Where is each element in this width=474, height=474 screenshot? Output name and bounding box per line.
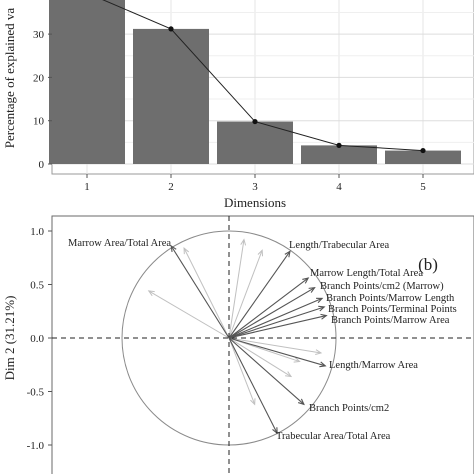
x-tick-label: 3: [252, 181, 258, 193]
y-tick-label: 0.5: [30, 280, 44, 292]
x-tick-label: 2: [168, 181, 174, 193]
panel-label: (b): [418, 255, 438, 274]
y-tick-label: 20: [33, 72, 45, 84]
scree-plot-bars: [49, 0, 461, 165]
supplementary-vector-head: [293, 357, 301, 363]
scree-plot-panel: 0 10 20 30 1 2 3 4 5 Dimensions Percentage of e…: [2, 0, 474, 210]
supplementary-vector: [228, 239, 245, 339]
trend-point: [420, 147, 426, 154]
variable-label: Branch Points/cm2: [309, 403, 389, 414]
variable-vector: [228, 287, 315, 339]
y-tick-label: -0.5: [27, 387, 45, 399]
bar: [133, 28, 209, 165]
supplementary-vector: [228, 337, 292, 377]
y-tick-label: 0.0: [30, 333, 44, 345]
supplementary-vector: [228, 337, 256, 405]
bar: [385, 150, 461, 164]
variable-label: Branch Points/Marrow Area: [331, 315, 450, 326]
variable-label: Length/Marrow Area: [329, 360, 418, 371]
supplementary-vector-head: [147, 290, 155, 297]
variable-vector-head: [308, 287, 316, 293]
supplementary-vector: [183, 247, 230, 339]
variable-vector: [228, 251, 291, 339]
supplementary-vector: [148, 290, 230, 339]
bar: [301, 145, 377, 164]
variable-label: Trabecular Area/Total Area: [276, 431, 391, 442]
variable-label: Branch Points/cm2 (Marrow): [320, 281, 444, 292]
variable-vector-head: [319, 361, 327, 368]
variable-vector-head: [272, 427, 278, 435]
variable-vector-head: [320, 313, 328, 320]
supplementary-vector-head: [285, 371, 293, 378]
supplementary-vector-head: [250, 398, 256, 406]
scree-plot-x-ticks: 1 2 3 4 5: [84, 174, 426, 193]
pca-circle-panel: Marrow Area/Total Area Length/Trabecular …: [2, 215, 474, 474]
x-tick-label: 5: [420, 181, 426, 193]
supplementary-vector: [228, 337, 322, 354]
variable-vector: [170, 245, 230, 339]
variable-label: Marrow Area/Total Area: [68, 238, 171, 249]
variable-vector-head: [298, 398, 305, 406]
supplementary-vector-head: [183, 247, 190, 255]
supplementary-vector-head: [315, 349, 323, 355]
supplementary-vector: [228, 250, 263, 339]
scree-plot-y-label: Percentage of explained va: [2, 8, 17, 149]
variable-vector: [228, 337, 305, 405]
y-tick-label: 10: [33, 116, 45, 128]
y-tick-label: 30: [33, 29, 45, 41]
x-tick-label: 4: [336, 181, 342, 193]
pca-circle-frame: [51, 215, 474, 474]
y-tick-label: 1.0: [30, 226, 44, 238]
variable-vector: [228, 297, 323, 339]
variable-vector-head: [316, 297, 324, 304]
trend-point: [252, 118, 258, 125]
variable-vector: [228, 277, 309, 339]
variable-vector-head: [318, 305, 326, 312]
variable-label: Branch Points/Terminal Points: [328, 304, 457, 315]
variable-label: Length/Trabecular Area: [289, 240, 390, 251]
variable-vector: [228, 337, 278, 434]
supplementary-vectors: [147, 238, 323, 406]
variable-vector-head: [170, 244, 177, 252]
pca-circle-y-ticks: 1.0 0.5 0.0 -0.5 -1.0: [27, 226, 52, 452]
pca-circle-y-label: Dim 2 (31.21%): [2, 296, 17, 381]
supplementary-vector-head: [257, 249, 264, 257]
bar: [217, 121, 293, 164]
supplementary-vector-head: [240, 238, 247, 246]
trend-point: [168, 26, 174, 32]
variable-vector-head: [284, 250, 291, 258]
variable-vector-head: [302, 277, 310, 284]
trend-point: [336, 142, 342, 148]
bar: [49, 0, 125, 165]
y-tick-label: 0: [39, 159, 45, 171]
scree-plot-x-label: Dimensions: [224, 195, 286, 210]
variable-labels: Marrow Area/Total Area Length/Trabecular …: [68, 238, 457, 442]
variable-vectors: [170, 244, 328, 435]
scree-plot-line: [102, 0, 426, 154]
variable-vector: [228, 306, 325, 339]
variable-vector: [228, 314, 327, 339]
variable-vector: [228, 337, 326, 367]
variable-label: Branch Points/Marrow Length: [326, 293, 455, 304]
variable-label: Marrow Length/Total Area: [310, 268, 423, 279]
x-tick-label: 1: [84, 181, 90, 193]
scree-plot-y-ticks: 0 10 20 30: [33, 29, 52, 171]
y-tick-label: -1.0: [27, 440, 45, 452]
